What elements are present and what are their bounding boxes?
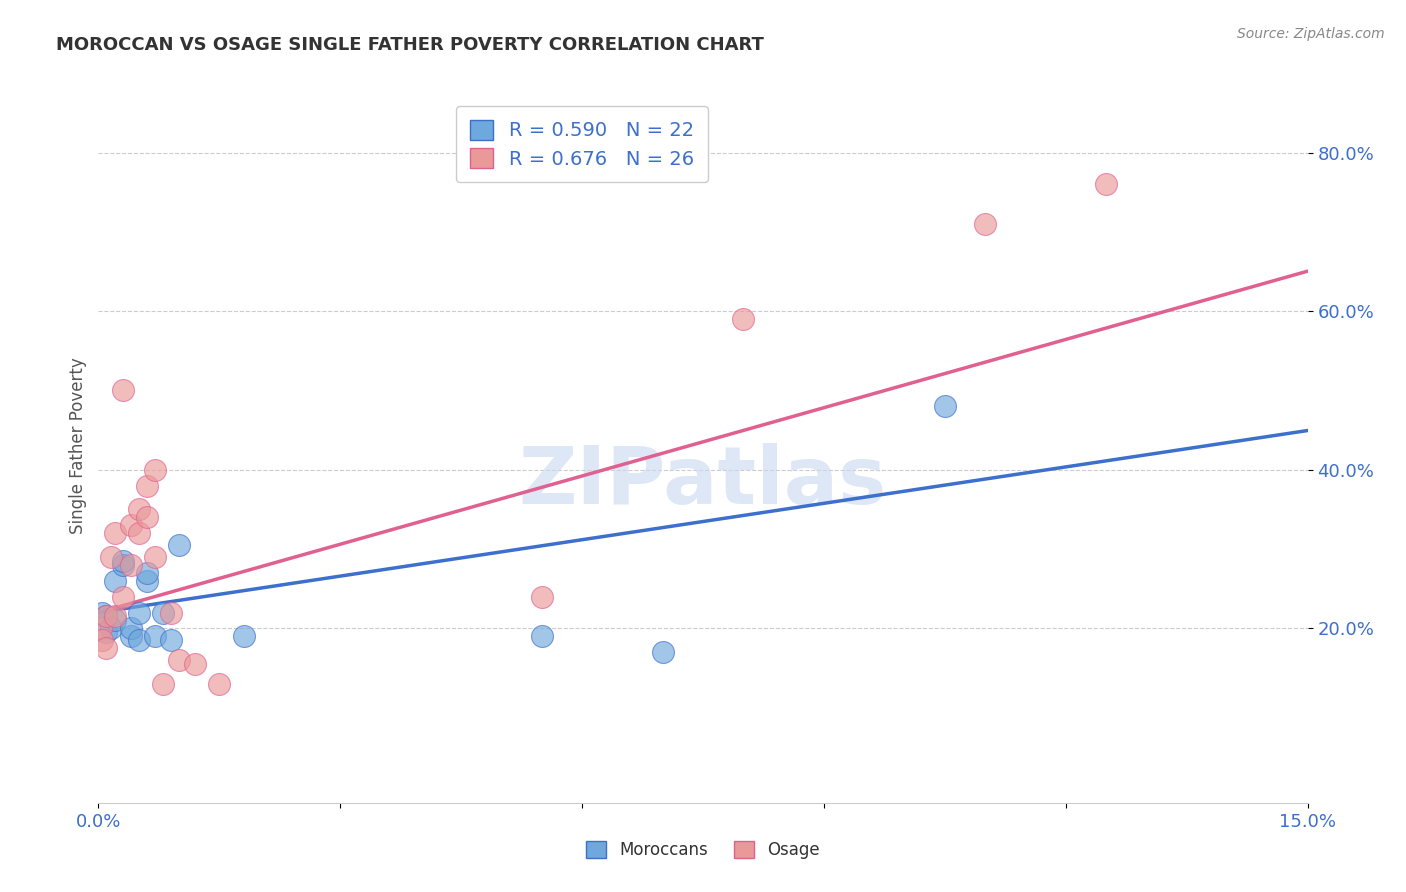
- Text: ZIPatlas: ZIPatlas: [519, 442, 887, 521]
- Point: [96, 641, 118, 656]
- Point: [128, 633, 150, 648]
- Point: [91, 633, 114, 648]
- Point: [232, 629, 254, 643]
- Point: [208, 677, 231, 691]
- Point: [128, 502, 150, 516]
- Point: [530, 629, 553, 643]
- Point: [160, 633, 183, 648]
- Point: [128, 606, 150, 620]
- Point: [100, 549, 122, 564]
- Point: [530, 590, 553, 604]
- Point: [184, 657, 207, 671]
- Point: [103, 574, 125, 588]
- Text: Source: ZipAtlas.com: Source: ZipAtlas.com: [1237, 27, 1385, 41]
- Point: [120, 558, 142, 572]
- Point: [1095, 178, 1118, 192]
- Point: [96, 625, 118, 640]
- Point: [90, 621, 112, 635]
- Point: [143, 549, 166, 564]
- Point: [111, 554, 134, 568]
- Legend: Moroccans, Osage: Moroccans, Osage: [579, 834, 827, 866]
- Point: [128, 526, 150, 541]
- Point: [111, 558, 134, 572]
- Point: [120, 621, 142, 635]
- Point: [974, 217, 997, 231]
- Point: [91, 606, 114, 620]
- Point: [96, 609, 118, 624]
- Point: [135, 574, 157, 588]
- Point: [135, 478, 157, 492]
- Point: [96, 609, 118, 624]
- Point: [103, 526, 125, 541]
- Text: MOROCCAN VS OSAGE SINGLE FATHER POVERTY CORRELATION CHART: MOROCCAN VS OSAGE SINGLE FATHER POVERTY …: [56, 36, 763, 54]
- Point: [143, 463, 166, 477]
- Point: [152, 606, 174, 620]
- Point: [103, 609, 125, 624]
- Point: [120, 629, 142, 643]
- Point: [733, 312, 755, 326]
- Point: [143, 629, 166, 643]
- Point: [103, 614, 125, 628]
- Point: [100, 621, 122, 635]
- Point: [120, 518, 142, 533]
- Point: [160, 606, 183, 620]
- Point: [152, 677, 174, 691]
- Y-axis label: Single Father Poverty: Single Father Poverty: [69, 358, 87, 534]
- Point: [135, 510, 157, 524]
- Point: [167, 538, 190, 552]
- Point: [167, 653, 190, 667]
- Point: [934, 400, 956, 414]
- Point: [651, 645, 673, 659]
- Point: [135, 566, 157, 580]
- Point: [111, 384, 134, 398]
- Point: [111, 590, 134, 604]
